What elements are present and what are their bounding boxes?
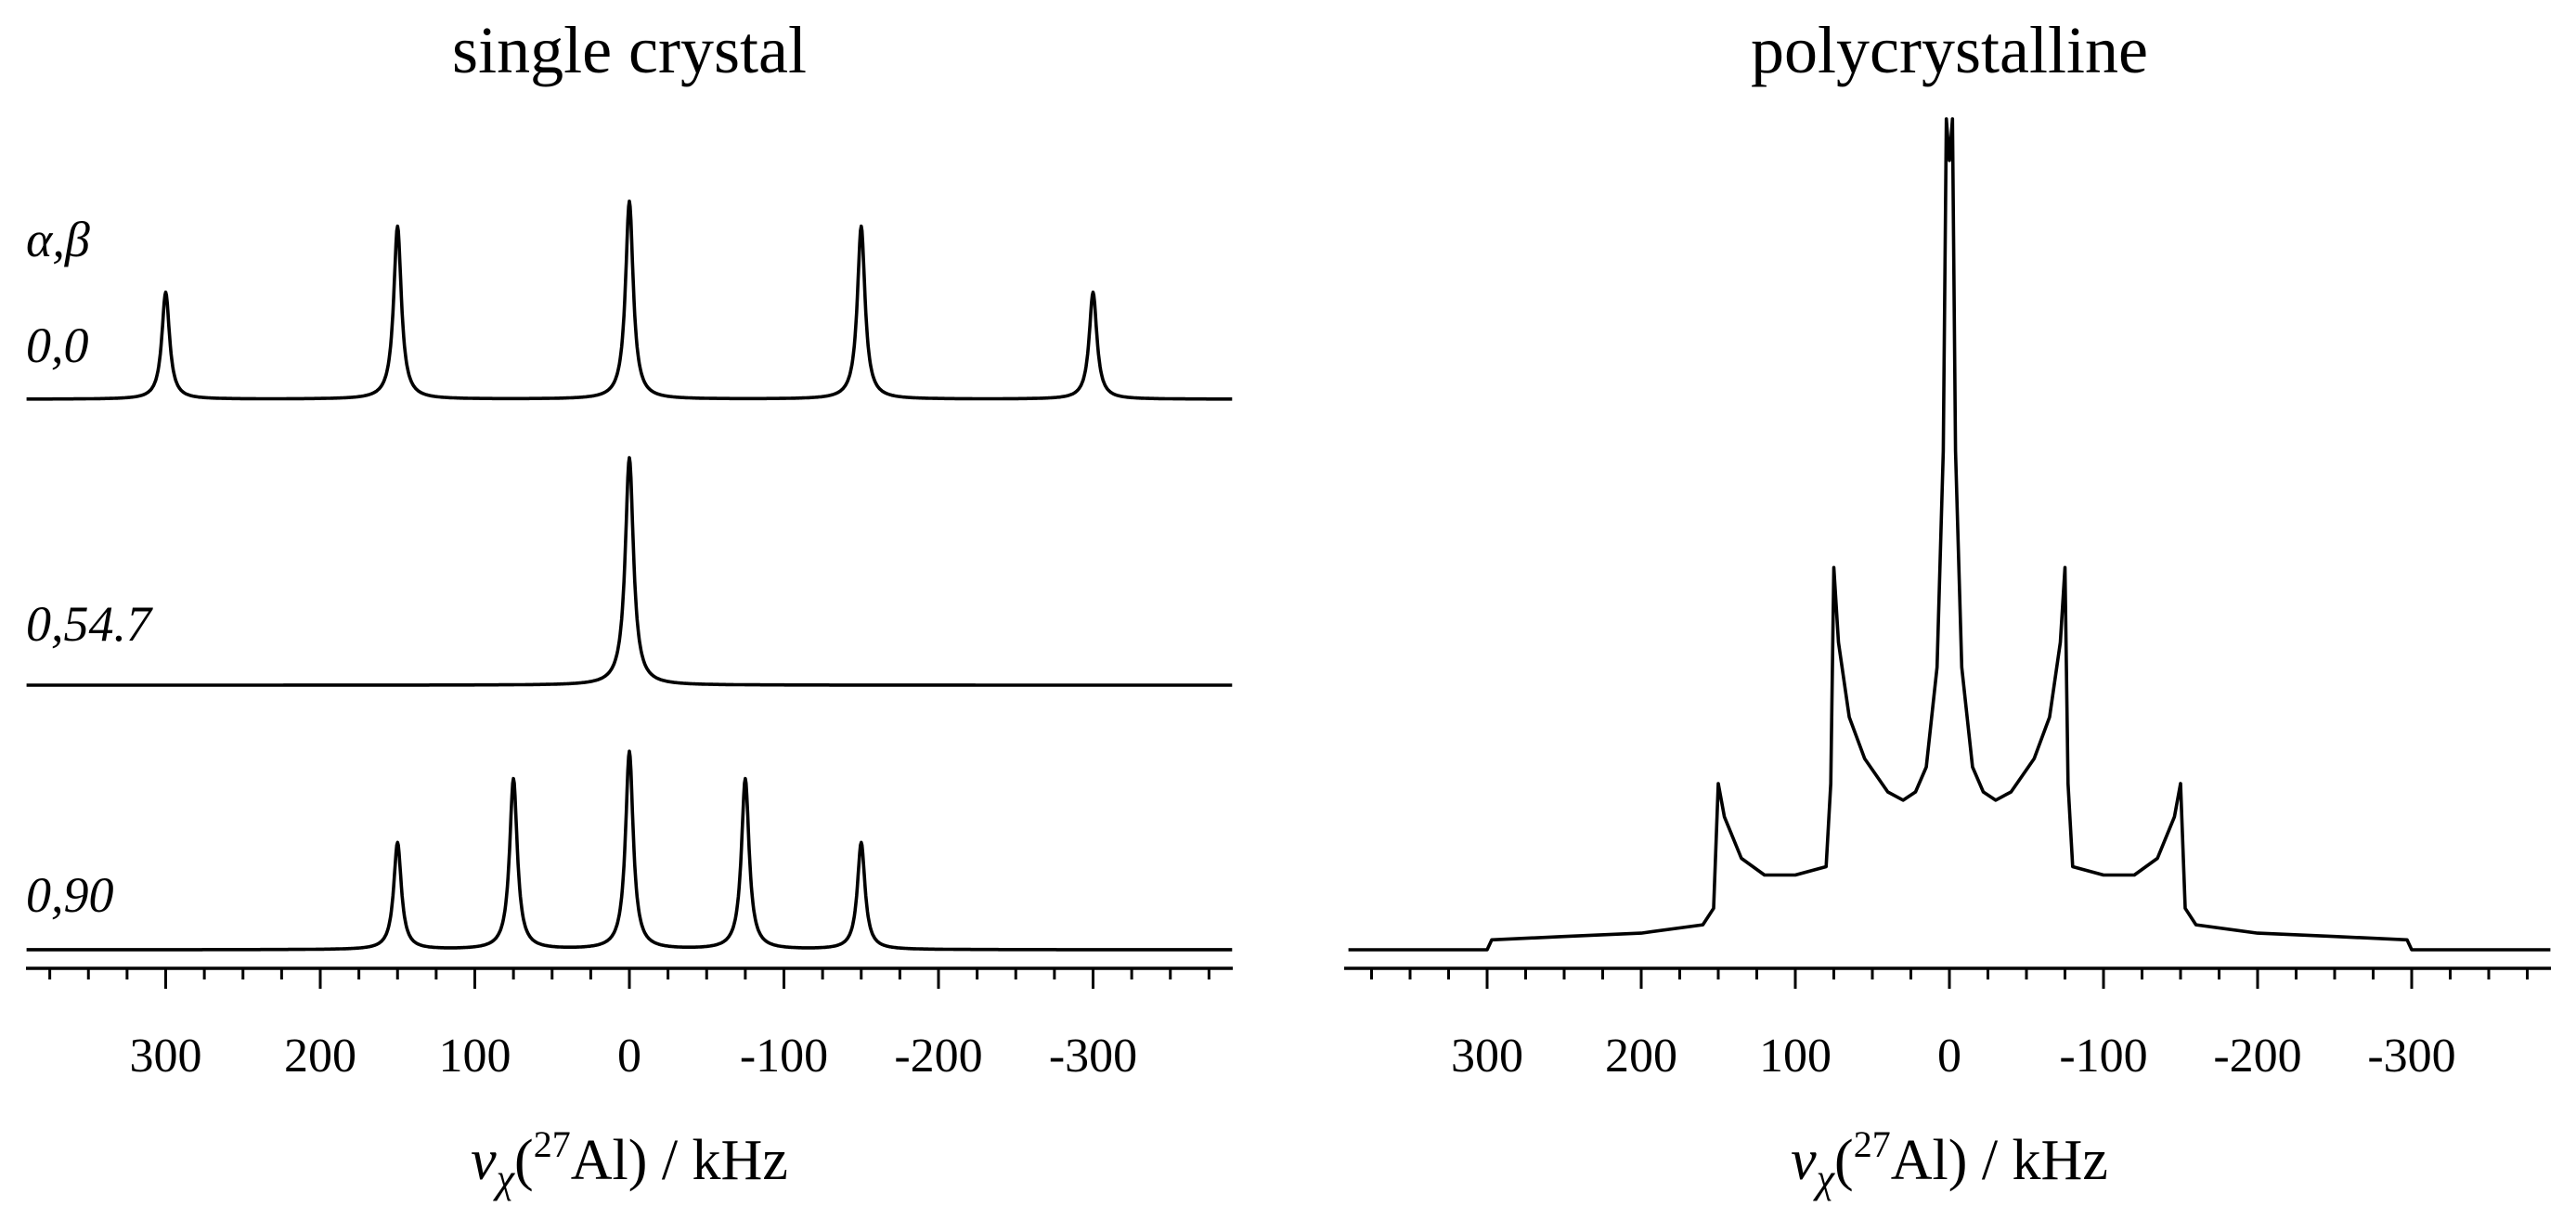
tick-label: 100 xyxy=(1759,1030,1832,1083)
tick-label: -200 xyxy=(894,1030,982,1083)
panel-title: single crystal xyxy=(452,13,807,87)
x-axis-ticks xyxy=(1370,968,2529,989)
spectrum-trace-0-54-7 xyxy=(25,456,1234,687)
spectrum-trace-0-0 xyxy=(25,199,1234,401)
tick-label: -300 xyxy=(1049,1030,1137,1083)
tick-label: 200 xyxy=(1605,1030,1677,1083)
tick-label: -200 xyxy=(2213,1030,2301,1083)
panel-title: polycrystalline xyxy=(1751,13,2148,87)
spectrum-trace-powder xyxy=(1348,117,2551,952)
tick-label: 0 xyxy=(1937,1030,1961,1083)
trace-label-0-90: 0,90 xyxy=(26,867,114,923)
tick-label: 0 xyxy=(617,1030,641,1083)
trace-label-0-0: 0,0 xyxy=(26,318,89,373)
legend-header: α,β xyxy=(26,212,90,267)
tick-label: -100 xyxy=(2059,1030,2147,1083)
panel-single-crystal: single crystal α,β 0,0 0,54.7 0,90 300 2… xyxy=(25,13,1234,1201)
spectrum-trace-0-90 xyxy=(25,749,1234,952)
x-axis-label: νχ(27Al) / kHz xyxy=(1791,1123,2108,1201)
tick-label: -300 xyxy=(2367,1030,2455,1083)
tick-label: 300 xyxy=(130,1030,202,1083)
x-axis-ticks xyxy=(48,968,1210,989)
trace-label-0-54-7: 0,54.7 xyxy=(26,596,153,652)
tick-label: 200 xyxy=(284,1030,356,1083)
tick-label: 300 xyxy=(1451,1030,1523,1083)
tick-label: -100 xyxy=(740,1030,828,1083)
panel-polycrystalline: polycrystalline 300 200 100 0 -100 -200 … xyxy=(1344,13,2551,1201)
x-axis-label: νχ(27Al) / kHz xyxy=(471,1123,788,1201)
tick-label: 100 xyxy=(439,1030,511,1083)
